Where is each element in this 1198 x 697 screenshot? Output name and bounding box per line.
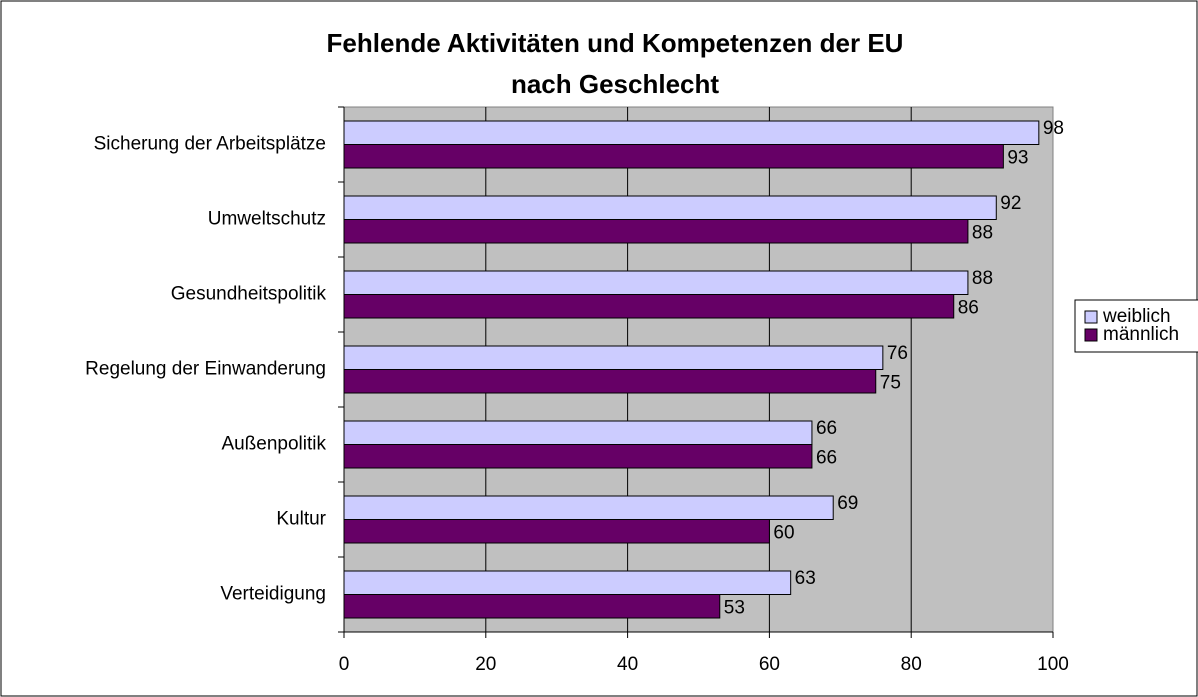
data-label: 53 (724, 597, 745, 618)
bar (343, 294, 955, 319)
data-label: 93 (1007, 147, 1028, 168)
bar (343, 420, 813, 445)
data-label: 60 (773, 522, 794, 543)
y-tick-label: Sicherung der Arbeitsplätze (94, 134, 326, 155)
bar (343, 519, 770, 544)
x-tick-label: 20 (475, 654, 496, 675)
data-label: 66 (816, 447, 837, 468)
data-label: 98 (1043, 118, 1064, 139)
legend-box (1074, 299, 1198, 353)
chart-title: nach Geschlecht (511, 69, 719, 99)
bar (343, 570, 792, 595)
legend-label: männlich (1103, 324, 1179, 345)
y-tick-label: Gesundheitspolitik (171, 284, 327, 305)
x-tick-label: 100 (1037, 654, 1069, 675)
data-label: 76 (887, 343, 908, 364)
bar (343, 594, 721, 619)
bar (343, 144, 1004, 169)
y-tick-label: Umweltschutz (208, 209, 326, 230)
legend-label: weiblich (1102, 306, 1171, 327)
data-label: 63 (795, 568, 816, 589)
bar (343, 345, 884, 370)
x-tick-label: 0 (339, 654, 350, 675)
chart-title: Fehlende Aktivitäten und Kompetenzen der… (327, 28, 904, 58)
data-label: 69 (837, 493, 858, 514)
y-tick-label: Regelung der Einwanderung (85, 359, 326, 380)
bar (343, 369, 877, 394)
x-tick-label: 60 (759, 654, 780, 675)
data-label: 88 (972, 268, 993, 289)
data-label: 92 (1000, 193, 1021, 214)
bar (343, 219, 969, 244)
bar (343, 495, 834, 520)
x-tick-label: 40 (617, 654, 638, 675)
legend-swatch (1084, 328, 1098, 342)
bar (343, 195, 997, 220)
bar (343, 270, 969, 295)
x-tick-label: 80 (901, 654, 922, 675)
bar (343, 120, 1040, 145)
data-label: 66 (816, 418, 837, 439)
data-label: 88 (972, 222, 993, 243)
y-tick-label: Außenpolitik (221, 434, 326, 455)
y-tick-label: Kultur (276, 509, 326, 530)
legend-swatch (1084, 310, 1098, 324)
data-label: 86 (958, 297, 979, 318)
y-tick-label: Verteidigung (220, 584, 326, 605)
bar (343, 444, 813, 469)
data-label: 75 (880, 372, 901, 393)
